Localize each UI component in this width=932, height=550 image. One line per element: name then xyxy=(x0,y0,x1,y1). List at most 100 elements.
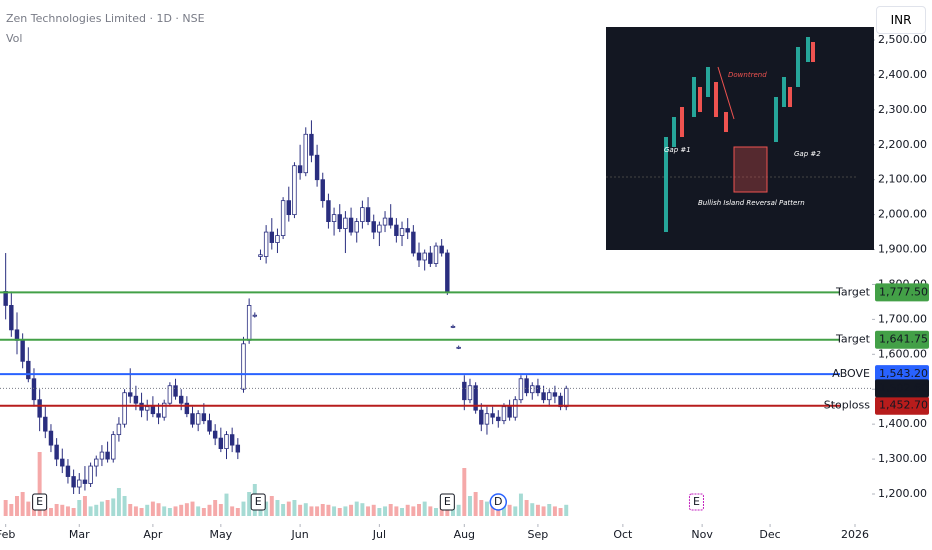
candle-body xyxy=(9,305,14,331)
volume-bar xyxy=(535,504,540,516)
price-tag-label: 1,543.20 xyxy=(879,367,928,380)
volume-bar xyxy=(547,504,552,516)
volume-bar xyxy=(462,468,467,516)
level-label: Stoploss xyxy=(824,399,871,412)
volume-bar xyxy=(77,500,82,516)
currency-button[interactable]: INR xyxy=(876,6,926,34)
candle-body xyxy=(111,434,116,460)
volume-bar xyxy=(484,501,489,516)
volume-bar xyxy=(400,508,405,516)
candle-body xyxy=(371,221,376,233)
level-label: ABOVE xyxy=(832,367,870,380)
volume-bar xyxy=(162,506,167,516)
candle-body xyxy=(212,430,218,439)
volume-bar xyxy=(88,506,93,516)
volume-bar xyxy=(507,504,512,516)
volume-bar xyxy=(218,504,223,516)
volume-bar xyxy=(150,501,155,516)
volume-bar xyxy=(179,504,184,516)
volume-bar xyxy=(428,506,433,516)
price-tag-label: 1,452.70 xyxy=(879,399,928,412)
candle-body xyxy=(564,387,569,408)
candle-body xyxy=(479,409,484,425)
price-tag xyxy=(875,379,929,398)
volume-bar xyxy=(411,506,416,516)
price-tag xyxy=(875,365,929,384)
volume-bar xyxy=(167,508,172,516)
volume-bar xyxy=(133,506,138,516)
x-tick-label: Feb xyxy=(0,528,15,541)
candle-body xyxy=(218,437,224,449)
x-tick-label: 2026 xyxy=(841,528,869,541)
candle-body xyxy=(54,444,59,460)
x-tick-label: Nov xyxy=(691,528,713,541)
volume-bar xyxy=(405,504,410,516)
volume-bar xyxy=(264,501,269,516)
volume-bar xyxy=(65,506,70,516)
volume-bar xyxy=(224,493,229,516)
volume-bar xyxy=(173,506,178,516)
candle-body xyxy=(195,413,201,425)
candle-body xyxy=(496,416,501,422)
volume-bar xyxy=(9,504,14,516)
candle-body xyxy=(411,231,416,254)
candle-body xyxy=(99,451,105,460)
y-tick-label: 2,400.00 xyxy=(878,68,927,81)
candle-body xyxy=(258,254,263,257)
volume-label: Vol xyxy=(6,32,23,45)
candle-body xyxy=(456,346,461,349)
y-tick-label: 1,400.00 xyxy=(878,417,927,430)
candle-body xyxy=(382,217,388,226)
volume-bar xyxy=(354,501,359,516)
volume-bar xyxy=(360,503,365,516)
y-tick-label: 2,200.00 xyxy=(878,138,927,151)
volume-bar xyxy=(467,496,472,516)
volume-bar xyxy=(371,504,376,516)
candle-body xyxy=(428,252,433,264)
volume-bar xyxy=(60,504,65,516)
inset-image: Downtrend Gap #1 Gap #2 Bullish Island R… xyxy=(606,27,874,250)
level-label: Target xyxy=(835,285,871,298)
candle-body xyxy=(252,314,258,317)
candle-body xyxy=(43,416,48,432)
volume-bar xyxy=(116,488,121,516)
candle-body xyxy=(513,399,518,418)
volume-bar xyxy=(332,506,337,516)
candle-body xyxy=(167,385,173,404)
price-tag xyxy=(875,283,929,302)
candle-body xyxy=(331,214,337,223)
volume-bar xyxy=(286,501,291,516)
event-label: E xyxy=(693,495,700,508)
candle-body xyxy=(20,339,25,362)
volume-bar xyxy=(26,501,31,516)
candle-body xyxy=(60,458,65,467)
level-label: Target xyxy=(835,333,871,346)
volume-bar xyxy=(145,504,150,516)
candle-body xyxy=(246,305,252,341)
candle-body xyxy=(184,402,190,415)
event-marker xyxy=(688,493,704,511)
candle-body xyxy=(535,385,541,394)
volume-bar xyxy=(513,506,518,516)
volume-bar xyxy=(456,504,461,516)
volume-bar xyxy=(292,500,297,516)
candle-body xyxy=(94,458,99,467)
candle-body xyxy=(201,413,207,422)
volume-bar xyxy=(230,506,235,516)
volume-bar xyxy=(309,506,314,516)
candle-body xyxy=(348,217,354,233)
volume-bar xyxy=(43,506,48,516)
candle-body xyxy=(105,451,110,460)
volume-bar xyxy=(105,500,110,516)
candle-body xyxy=(377,224,382,233)
volume-bar xyxy=(394,506,399,516)
candle-body xyxy=(88,465,93,484)
y-tick-label: 1,300.00 xyxy=(878,452,927,465)
candle-body xyxy=(275,235,280,243)
volume-bar xyxy=(82,496,87,516)
price-tag xyxy=(875,330,929,349)
candle-body xyxy=(422,252,427,261)
event-marker xyxy=(489,493,508,511)
candle-body xyxy=(3,291,8,306)
